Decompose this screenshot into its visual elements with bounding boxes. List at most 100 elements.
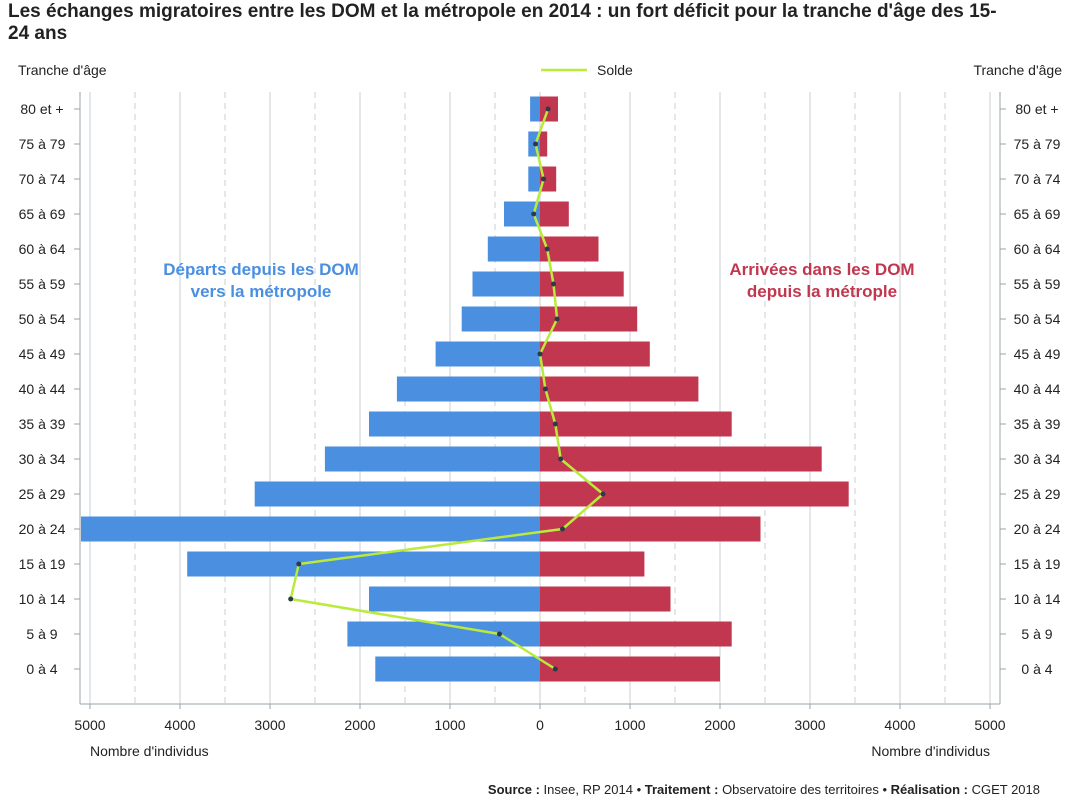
- balance-point: [541, 176, 547, 182]
- balance-point: [542, 386, 548, 392]
- y-tick-label-left: 25 à 29: [19, 486, 66, 502]
- y-tick-label-left: 70 à 74: [19, 171, 66, 187]
- y-tick-label-left: 5 à 9: [26, 626, 57, 642]
- population-pyramid-chart: 0 à 4 0 à 4 5 à 9 5 à 9 10 à 14 10 à 14 15 à 1…: [18, 62, 1062, 759]
- arrivals-bar: [540, 481, 849, 507]
- treatment-label: Traitement :: [644, 782, 719, 797]
- y-tick-label-left: 55 à 59: [19, 276, 66, 292]
- y-tick-label-right: 15 à 19: [1014, 556, 1061, 572]
- arrivals-bar: [540, 446, 822, 472]
- y-tick-label-right: 30 à 34: [1014, 451, 1061, 467]
- y-tick-label-left: 50 à 54: [19, 311, 66, 327]
- x-tick-label: 3000: [794, 717, 825, 733]
- y-tick-label-left: 30 à 34: [19, 451, 66, 467]
- balance-point: [545, 106, 551, 112]
- departures-bar: [81, 516, 540, 542]
- y-tick-label-right: 75 à 79: [1014, 136, 1061, 152]
- balance-point: [537, 351, 543, 357]
- y-tick-label-left: 0 à 4: [26, 661, 57, 677]
- chart-title: Les échanges migratoires entre les DOM e…: [8, 1, 997, 44]
- balance-point: [558, 456, 564, 462]
- y-tick-label-right: 55 à 59: [1014, 276, 1061, 292]
- y-tick-label-left: 15 à 19: [19, 556, 66, 572]
- balance-point: [551, 281, 556, 287]
- arrivals-annotation: Arrivées dans les DOM: [729, 260, 914, 279]
- footer-credits: Source : Insee, RP 2014 • Traitement : O…: [488, 782, 1040, 797]
- balance-point: [497, 631, 502, 637]
- departures-bar: [530, 96, 540, 122]
- departures-bar: [324, 446, 540, 472]
- y-tick-label-right: 0 à 4: [1021, 661, 1052, 677]
- y-axis-title-right: Tranche d'âge: [973, 62, 1062, 78]
- realisation-label: Réalisation :: [890, 782, 968, 797]
- y-tick-label-right: 5 à 9: [1021, 626, 1052, 642]
- y-tick-label-left: 45 à 49: [19, 346, 66, 362]
- balance-point: [288, 596, 294, 602]
- balance-point: [560, 526, 565, 532]
- y-tick-label-right: 80 et +: [1015, 101, 1058, 117]
- y-tick-label-left: 80 et +: [20, 101, 63, 117]
- y-tick-label-right: 60 à 64: [1014, 241, 1061, 257]
- arrivals-annotation: depuis la métrople: [747, 282, 897, 301]
- x-tick-label: 4000: [164, 717, 195, 733]
- balance-point: [554, 316, 560, 322]
- x-tick-label: 0: [536, 717, 544, 733]
- x-tick-label: 4000: [884, 717, 915, 733]
- y-tick-label-left: 20 à 24: [19, 521, 66, 537]
- x-tick-label: 1000: [434, 717, 465, 733]
- balance-point: [600, 491, 606, 497]
- arrivals-bar: [540, 551, 645, 577]
- separator-dot: •: [636, 782, 642, 797]
- y-tick-label-right: 70 à 74: [1014, 171, 1061, 187]
- x-tick-label: 5000: [74, 717, 105, 733]
- y-tick-label-right: 25 à 29: [1014, 486, 1061, 502]
- balance-point: [533, 141, 538, 147]
- y-tick-label-right: 40 à 44: [1014, 381, 1061, 397]
- arrivals-bar: [540, 166, 557, 192]
- arrivals-bar: [540, 376, 699, 402]
- balance-point: [531, 211, 537, 217]
- x-tick-label: 3000: [254, 717, 285, 733]
- x-tick-label: 1000: [614, 717, 645, 733]
- x-tick-label: 2000: [704, 717, 735, 733]
- treatment-text: Observatoire des territoires: [722, 782, 879, 797]
- y-tick-label-right: 10 à 14: [1014, 591, 1061, 607]
- balance-point: [296, 561, 302, 567]
- y-tick-label-left: 65 à 69: [19, 206, 66, 222]
- source-label: Source :: [487, 782, 540, 797]
- arrivals-bar: [540, 586, 671, 612]
- departures-bar: [369, 586, 540, 612]
- y-tick-label-left: 60 à 64: [19, 241, 66, 257]
- departures-bar: [487, 236, 540, 262]
- balance-point: [552, 666, 558, 672]
- legend-balance-label: Solde: [597, 62, 633, 78]
- x-axis-title-left: Nombre d'individus: [90, 743, 209, 759]
- departures-bar: [375, 656, 540, 682]
- axis-layer: 0 à 4 0 à 4 5 à 9 5 à 9 10 à 14 10 à 14 15 à 1…: [19, 92, 1061, 733]
- departures-bar: [461, 306, 540, 332]
- balance-point: [544, 246, 550, 252]
- departures-annotation: Départs depuis les DOM: [163, 260, 359, 279]
- y-tick-label-right: 20 à 24: [1014, 521, 1061, 537]
- y-axis-title-left: Tranche d'âge: [18, 62, 107, 78]
- y-tick-label-left: 75 à 79: [19, 136, 66, 152]
- balance-point: [552, 421, 558, 427]
- y-tick-label-right: 50 à 54: [1014, 311, 1061, 327]
- y-tick-label-right: 45 à 49: [1014, 346, 1061, 362]
- y-tick-label-right: 65 à 69: [1014, 206, 1061, 222]
- departures-bar: [472, 271, 540, 297]
- x-tick-label: 2000: [344, 717, 375, 733]
- source-text: Insee, RP 2014: [543, 782, 633, 797]
- departures-annotation: vers la métropole: [191, 282, 332, 301]
- bar-layer: [81, 96, 849, 682]
- arrivals-bar: [540, 131, 548, 157]
- departures-bar: [435, 341, 540, 367]
- arrivals-bar: [540, 621, 732, 647]
- y-tick-label-left: 40 à 44: [19, 381, 66, 397]
- annotation-layer: Tranche d'âge Tranche d'âge Nombre d'indiv…: [18, 62, 1062, 759]
- y-tick-label-left: 35 à 39: [19, 416, 66, 432]
- x-axis-title-right: Nombre d'individus: [871, 743, 990, 759]
- y-tick-label-left: 10 à 14: [19, 591, 66, 607]
- separator-dot: •: [882, 782, 888, 797]
- departures-bar: [254, 481, 540, 507]
